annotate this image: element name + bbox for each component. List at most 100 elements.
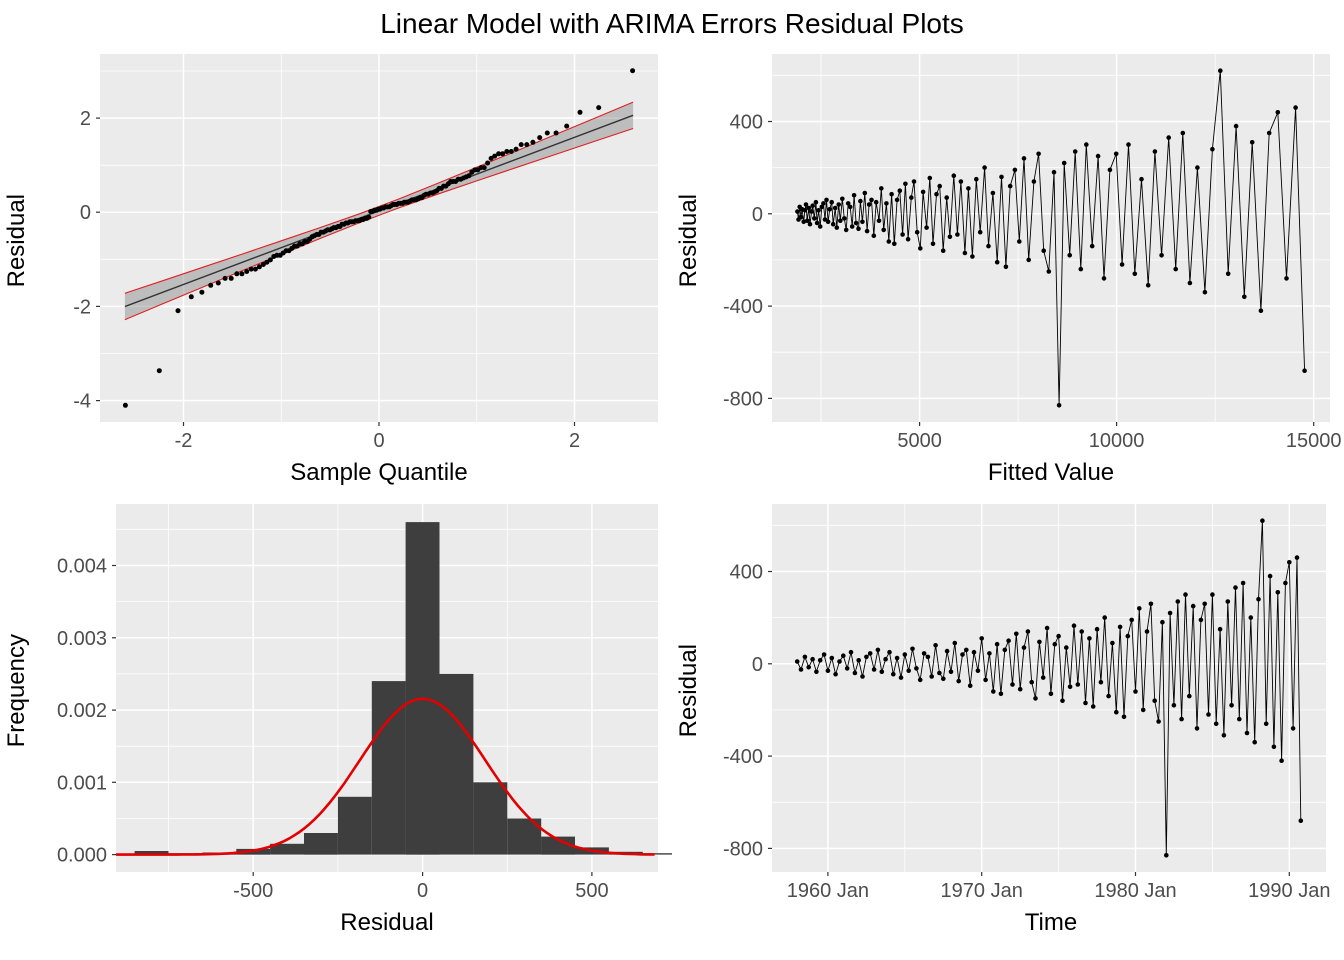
residual-fitted-point xyxy=(1084,142,1089,147)
residual-time-point xyxy=(1148,601,1154,607)
residual-fitted-point xyxy=(986,243,991,249)
figure-title: Linear Model with ARIMA Errors Residual … xyxy=(380,8,964,39)
qq-point xyxy=(366,214,372,220)
residual-fitted-point xyxy=(1218,68,1223,73)
residual-fitted-point xyxy=(962,250,968,256)
residual-fitted-point xyxy=(958,179,964,184)
residual-fitted-point xyxy=(1202,289,1208,295)
qq-point xyxy=(228,275,234,281)
residual-fitted-point xyxy=(798,214,804,220)
residual-fitted-point xyxy=(990,190,996,196)
residual-fitted-point xyxy=(809,209,814,214)
residual-fitted-point xyxy=(905,236,911,242)
residual-fitted-point xyxy=(1302,368,1307,374)
residual-fitted-point xyxy=(821,201,826,206)
qq-point xyxy=(488,155,494,161)
residual-time-line xyxy=(796,520,1302,856)
residual-fitted-point xyxy=(1051,169,1057,175)
qq-point xyxy=(188,294,194,300)
residual-fitted-point xyxy=(1089,243,1095,249)
residual-time-point xyxy=(1237,716,1242,722)
residual-time-point xyxy=(1287,560,1292,565)
residual-fitted-point xyxy=(951,173,957,178)
residual-fitted-point xyxy=(873,199,879,205)
residual-time-point xyxy=(1244,730,1250,736)
residual-time-point xyxy=(1044,625,1050,631)
residual-fitted-point xyxy=(827,206,832,212)
residual-fitted-point xyxy=(864,228,870,234)
residual-time-point xyxy=(1152,698,1157,703)
residual-time-point xyxy=(1202,601,1207,607)
x-tick-label: 0 xyxy=(417,880,428,902)
residual-fitted-point xyxy=(881,227,886,233)
residual-time-point xyxy=(802,654,808,660)
residual-fitted-point xyxy=(974,176,979,182)
residual-fitted-point xyxy=(845,201,851,206)
residual-time-point xyxy=(875,647,881,653)
y-tick-label: 2 xyxy=(80,108,91,130)
residual-fitted-point xyxy=(1003,264,1009,270)
residual-time-point xyxy=(994,641,1000,647)
residual-time-point xyxy=(1017,686,1023,692)
residual-time-point xyxy=(952,640,958,646)
residual-fitted-point xyxy=(1258,308,1264,314)
residual-fitted-point xyxy=(810,203,815,208)
qq-point xyxy=(630,68,636,74)
residual-time-point xyxy=(879,669,885,675)
histogram-bar xyxy=(439,673,474,855)
panel-background xyxy=(772,504,1326,872)
residual-time-point xyxy=(1002,647,1008,653)
residual-fitted-point xyxy=(825,219,831,225)
residual-time-point xyxy=(960,652,965,657)
residual-time-point xyxy=(1164,853,1169,858)
residual-fitted-point xyxy=(829,199,834,205)
residual-fitted-point xyxy=(1101,276,1107,281)
residual-fitted-point xyxy=(1036,151,1041,157)
qq-point xyxy=(530,139,536,145)
histogram-bar xyxy=(304,833,338,855)
residual-time-point xyxy=(1014,631,1019,637)
residual-time-point xyxy=(1006,638,1011,643)
residual-fitted-point xyxy=(1159,253,1164,258)
residual-time-point xyxy=(921,651,927,656)
residual-time-point xyxy=(837,659,842,664)
residual-time-point xyxy=(1198,617,1204,623)
residual-fitted-point xyxy=(944,195,949,200)
histogram-bar xyxy=(134,851,169,855)
residual-fitted-point xyxy=(853,220,859,226)
qq-point xyxy=(524,142,530,148)
residual-time-point xyxy=(1194,726,1200,731)
residual-fitted-point xyxy=(858,198,863,204)
residual-time-point xyxy=(894,655,900,661)
qq-plot-canvas: -2 0 2 -4 -2 0 2 xyxy=(73,54,658,452)
residual-time-point xyxy=(1279,758,1284,763)
qq-band-upper-line xyxy=(124,101,634,294)
residual-fitted-point xyxy=(871,233,877,238)
panel-histogram: Frequency -500 0 500 0.000 0.001 0.002 0.003 0.… xyxy=(0,494,672,944)
residual-time-point xyxy=(998,691,1004,697)
residual-fitted-point xyxy=(1139,176,1144,182)
residual-time-point xyxy=(964,647,969,653)
y-tick-label: 0 xyxy=(752,654,763,676)
residual-time-point xyxy=(1137,606,1142,611)
residual-time-point xyxy=(1275,590,1281,595)
residual-time-point xyxy=(1283,580,1288,586)
hist-y-axis-title-wrap: Frequency xyxy=(0,494,34,944)
residual-time-point xyxy=(1040,675,1046,680)
residual-time-point xyxy=(1098,679,1104,685)
residual-time-point xyxy=(917,677,923,683)
hist-x-axis-title: Residual xyxy=(340,909,434,936)
residual-time-point xyxy=(1183,592,1188,597)
residual-fitted-point xyxy=(1113,151,1119,157)
residual-fitted-point xyxy=(832,205,838,211)
hist-y-axis-title: Frequency xyxy=(3,634,30,748)
fitted-y-axis-title-wrap: Residual xyxy=(672,44,706,494)
residual-fitted-point xyxy=(930,241,936,247)
residual-time-point xyxy=(864,654,869,660)
x-tick-label: 15000 xyxy=(1286,430,1342,452)
y-tick-label: -800 xyxy=(723,388,763,410)
residual-time-point xyxy=(983,677,988,683)
residual-time-point xyxy=(829,655,835,661)
residual-time-point xyxy=(1256,596,1261,602)
residual-time-point xyxy=(1187,693,1192,699)
